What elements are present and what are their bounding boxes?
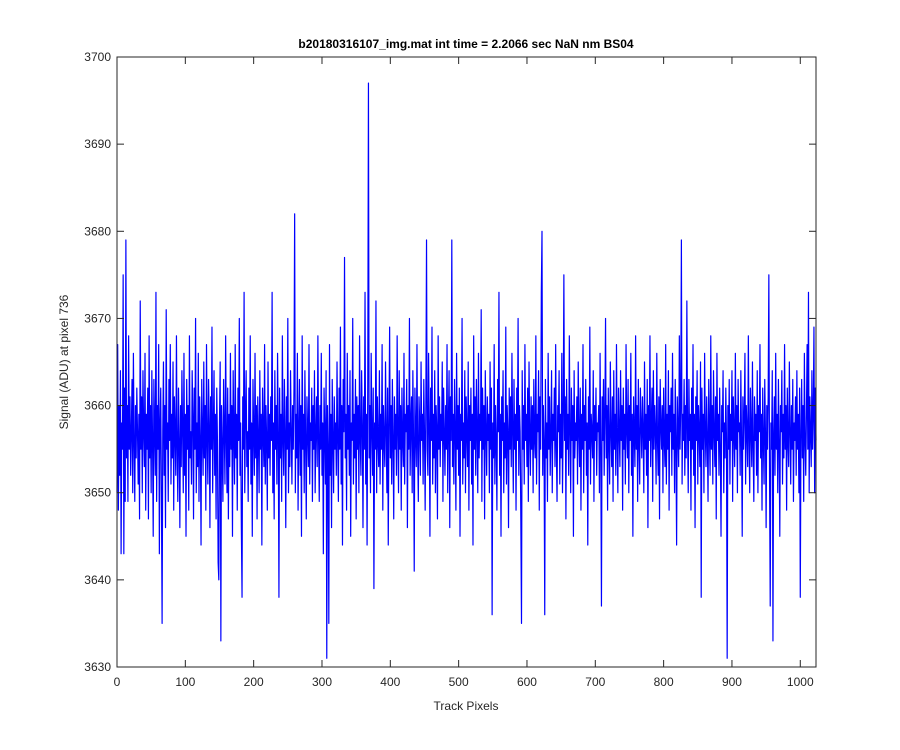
y-tick-label: 3670: [84, 311, 111, 325]
axes-box: [116, 56, 817, 668]
x-tick-label: 800: [654, 675, 674, 689]
chart-title: b20180316107_img.mat int time = 2.2066 s…: [298, 37, 634, 51]
x-tick-label: 200: [244, 675, 264, 689]
y-tick-label: 3700: [84, 50, 111, 64]
x-tick-label: 1000: [787, 675, 814, 689]
y-tick-label: 3640: [84, 573, 111, 587]
x-tick-label: 500: [449, 675, 469, 689]
y-tick-label: 3660: [84, 399, 111, 413]
x-tick-label: 300: [312, 675, 332, 689]
x-tick-label: 100: [175, 675, 195, 689]
y-tick-label: 3650: [84, 486, 111, 500]
y-tick-label: 3680: [84, 224, 111, 238]
x-tick-label: 600: [517, 675, 537, 689]
x-tick-label: 0: [114, 675, 121, 689]
plot-area: [117, 57, 816, 667]
y-tick-label: 3630: [84, 660, 111, 674]
x-tick-label: 400: [380, 675, 400, 689]
y-tick-label: 3690: [84, 137, 111, 151]
x-tick-label: 700: [585, 675, 605, 689]
y-axis-label: Signal (ADU) at pixel 736: [57, 294, 71, 429]
x-axis-label: Track Pixels: [434, 699, 499, 713]
x-tick-label: 900: [722, 675, 742, 689]
data-line: [116, 82, 817, 659]
